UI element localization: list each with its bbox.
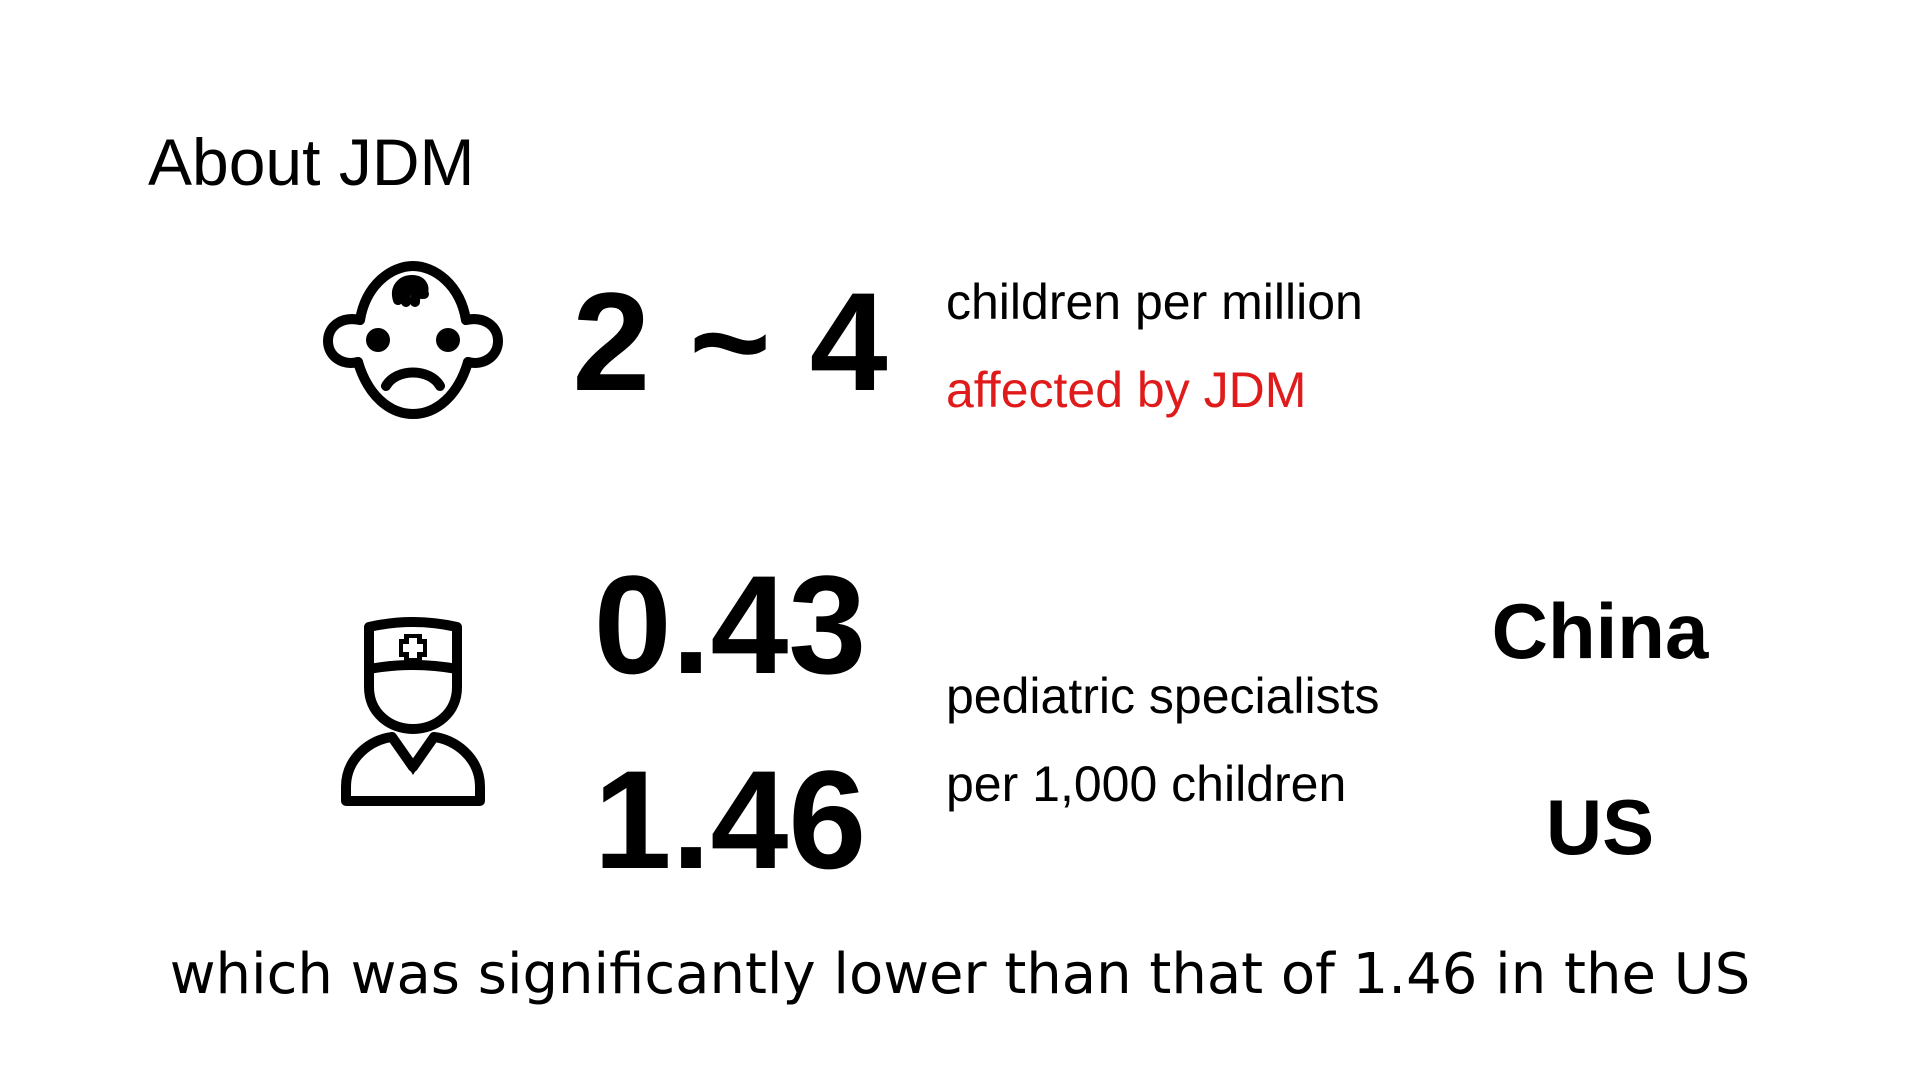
china-specialists-value: 0.43 xyxy=(593,546,867,703)
us-specialists-value: 1.46 xyxy=(593,741,867,898)
page-title: About JDM xyxy=(148,125,475,199)
china-label: China xyxy=(1491,587,1709,675)
specialists-unit-label: per 1,000 children xyxy=(946,756,1347,812)
incidence-value: 2 ~ 4 xyxy=(572,263,888,420)
incidence-affected-label: affected by JDM xyxy=(946,362,1307,418)
us-label: US xyxy=(1545,783,1655,871)
incidence-unit-label: children per million xyxy=(946,274,1363,330)
specialists-label: pediatric specialists xyxy=(946,668,1380,724)
doctor-icon xyxy=(332,617,494,807)
baby-sad-face-icon xyxy=(320,258,506,420)
footer-note: which was significantly lower than that … xyxy=(169,942,1751,1007)
